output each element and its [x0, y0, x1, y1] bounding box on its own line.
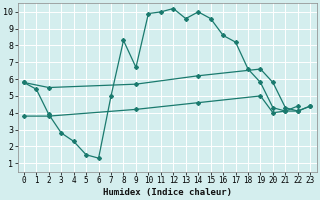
X-axis label: Humidex (Indice chaleur): Humidex (Indice chaleur)	[103, 188, 232, 197]
